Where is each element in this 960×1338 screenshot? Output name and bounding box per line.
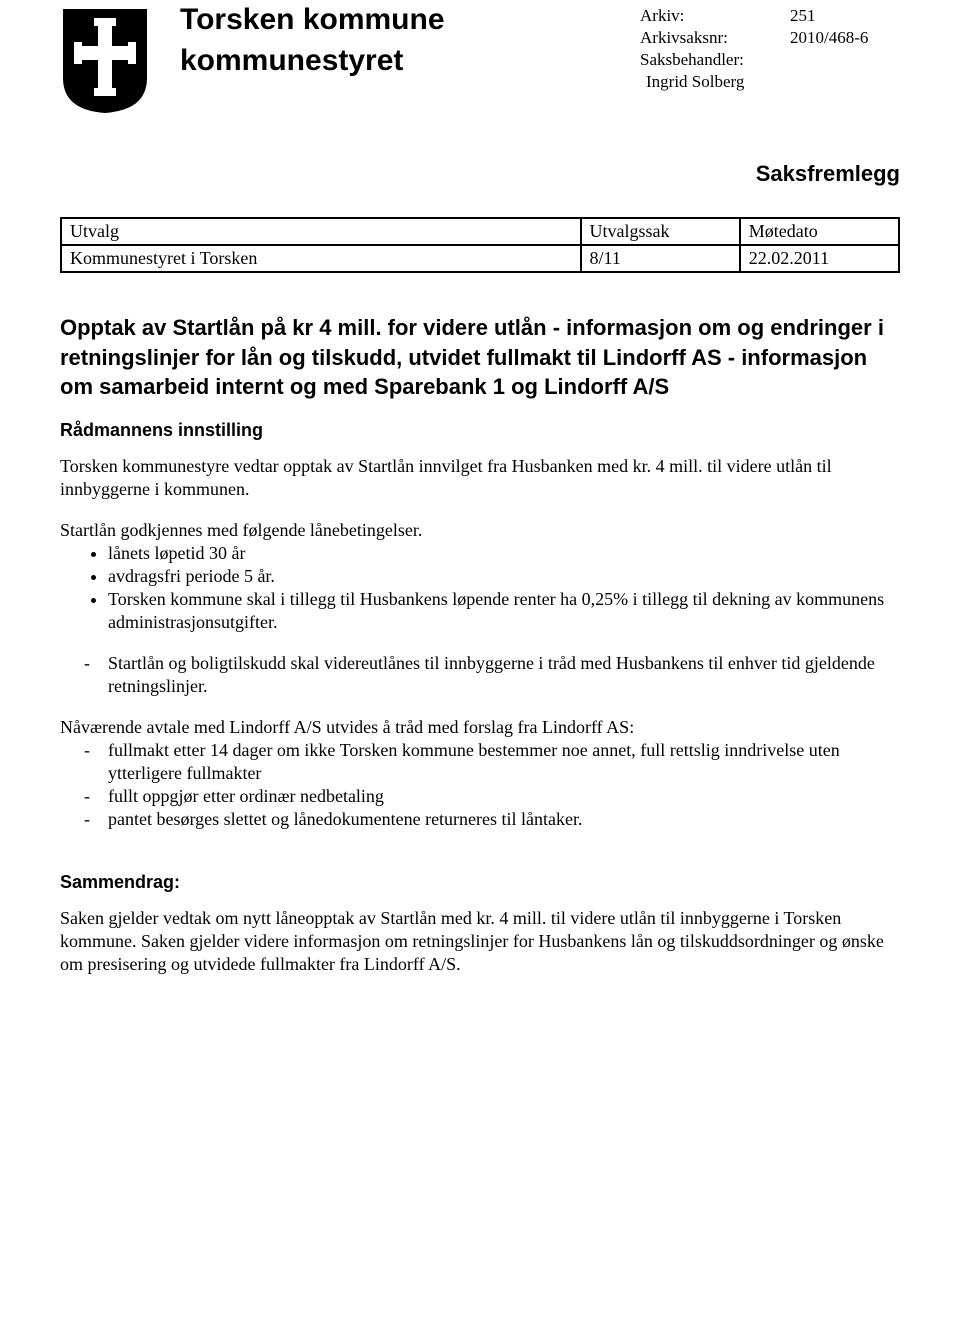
arkivsaksnr-value: 2010/468-6 xyxy=(790,28,900,48)
col-motedato: Møtedato xyxy=(740,218,899,245)
document-header: Torsken kommune kommunestyret Arkiv: 251… xyxy=(60,0,900,121)
dash-list: Startlån og boligtilskudd skal videreutl… xyxy=(60,652,900,698)
org-name-line1: Torsken kommune xyxy=(180,0,640,41)
list-item: Startlån og boligtilskudd skal videreutl… xyxy=(108,652,900,698)
document-page: Torsken kommune kommunestyret Arkiv: 251… xyxy=(0,0,960,1034)
saksfremlegg-heading: Saksfremlegg xyxy=(60,161,900,187)
sammendrag-heading: Sammendrag: xyxy=(60,872,900,893)
org-title-column: Torsken kommune kommunestyret xyxy=(170,0,640,81)
logo-column xyxy=(60,0,170,121)
utvalg-table: Utvalg Utvalgssak Møtedato Kommunestyret… xyxy=(60,217,900,273)
sammendrag-body: Saken gjelder vedtak om nytt låneopptak … xyxy=(60,907,900,976)
list-item: fullt oppgjør etter ordinær nedbetaling xyxy=(108,785,900,808)
list-item: fullmakt etter 14 dager om ikke Torsken … xyxy=(108,739,900,785)
list-item: Torsken kommune skal i tillegg til Husba… xyxy=(108,588,900,634)
case-metadata: Arkiv: 251 Arkivsaksnr: 2010/468-6 Saksb… xyxy=(640,0,900,94)
paragraph: Nåværende avtale med Lindorff A/S utvide… xyxy=(60,716,900,739)
innstilling-heading: Rådmannens innstilling xyxy=(60,420,900,441)
list-item: avdragsfri periode 5 år. xyxy=(108,565,900,588)
cell-motedato: 22.02.2011 xyxy=(740,245,899,272)
municipality-crest-icon xyxy=(60,6,150,116)
col-utvalg: Utvalg xyxy=(61,218,581,245)
arkiv-label: Arkiv: xyxy=(640,6,790,26)
col-utvalgssak: Utvalgssak xyxy=(581,218,740,245)
saksbehandler-label: Saksbehandler: xyxy=(640,50,790,70)
paragraph: Torsken kommunestyre vedtar opptak av St… xyxy=(60,455,900,501)
saksbehandler-value: Ingrid Solberg xyxy=(640,72,900,92)
list-item: lånets løpetid 30 år xyxy=(108,542,900,565)
table-header-row: Utvalg Utvalgssak Møtedato xyxy=(61,218,899,245)
list-item: pantet besørges slettet og lånedokumente… xyxy=(108,808,900,831)
table-row: Kommunestyret i Torsken 8/11 22.02.2011 xyxy=(61,245,899,272)
dash-list: fullmakt etter 14 dager om ikke Torsken … xyxy=(60,739,900,831)
document-title: Opptak av Startlån på kr 4 mill. for vid… xyxy=(60,313,900,402)
paragraph: Startlån godkjennes med følgende lånebet… xyxy=(60,519,900,542)
cell-utvalgssak: 8/11 xyxy=(581,245,740,272)
cell-utvalg: Kommunestyret i Torsken xyxy=(61,245,581,272)
arkiv-value: 251 xyxy=(790,6,900,26)
bullet-list: lånets løpetid 30 år avdragsfri periode … xyxy=(60,542,900,634)
org-name-line2: kommunestyret xyxy=(180,41,640,82)
arkivsaksnr-label: Arkivsaksnr: xyxy=(640,28,790,48)
